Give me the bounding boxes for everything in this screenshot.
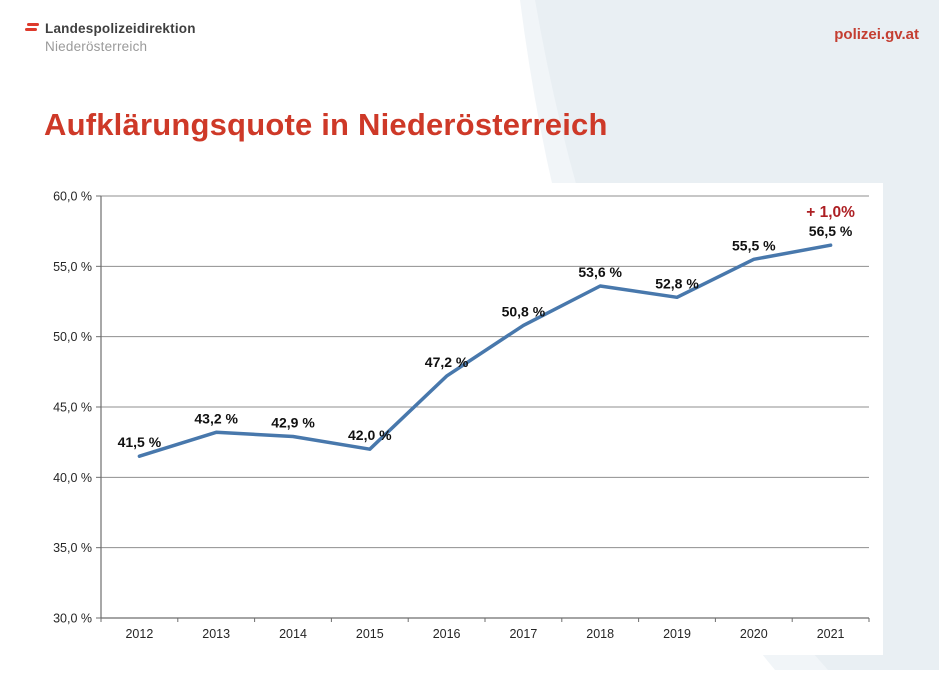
- y-tick-label: 45,0 %: [53, 401, 92, 415]
- x-tick-label: 2016: [433, 627, 461, 641]
- value-label: 47,2 %: [425, 354, 469, 370]
- line-chart: 30,0 % 35,0 % 40,0 % 45,0 % 50,0 % 55,0 % 60,0…: [45, 183, 885, 670]
- value-label: 56,5 %: [809, 223, 853, 239]
- x-tick-label: 2019: [663, 627, 691, 641]
- header: Landespolizeidirektion Niederösterreich …: [0, 0, 939, 60]
- value-label: 55,5 %: [732, 237, 776, 253]
- y-tick-label: 60,0 %: [53, 190, 92, 204]
- y-tick-label: 30,0 %: [53, 612, 92, 626]
- x-tick-label: 2014: [279, 627, 307, 641]
- annotation-label: + 1,0%: [806, 204, 855, 221]
- x-tick-label: 2012: [125, 627, 153, 641]
- x-tick-label: 2013: [202, 627, 230, 641]
- organization-name: Landespolizeidirektion Niederösterreich: [45, 20, 196, 56]
- page-title: Aufklärungsquote in Niederösterreich: [44, 107, 608, 142]
- y-tick-label: 55,0 %: [53, 260, 92, 274]
- y-tick-label: 35,0 %: [53, 541, 92, 555]
- logo-bar-top: [27, 23, 39, 26]
- value-label: 52,8 %: [655, 275, 699, 291]
- org-line1: Landespolizeidirektion: [45, 21, 196, 36]
- x-tick-label: 2020: [740, 627, 768, 641]
- value-label: 43,2 %: [194, 410, 238, 426]
- x-tick-label: 2015: [356, 627, 384, 641]
- value-label: 42,9 %: [271, 415, 315, 431]
- value-label: 53,6 %: [578, 264, 622, 280]
- org-line2: Niederösterreich: [45, 39, 148, 55]
- x-tick-label: 2018: [586, 627, 614, 641]
- value-label: 42,0 %: [348, 427, 392, 443]
- y-tick-label: 50,0 %: [53, 330, 92, 344]
- austria-red-bars-icon: [25, 23, 39, 31]
- y-tick-label: 40,0 %: [53, 471, 92, 485]
- logo-bar-bottom: [25, 28, 37, 31]
- data-line: [137, 243, 833, 458]
- value-label: 41,5 %: [118, 434, 162, 450]
- line-chart-svg: 30,0 % 35,0 % 40,0 % 45,0 % 50,0 % 55,0 % 60,0…: [53, 183, 883, 655]
- x-tick-label: 2021: [817, 627, 845, 641]
- website-link[interactable]: polizei.gv.at: [834, 26, 919, 43]
- x-tick-label: 2017: [509, 627, 537, 641]
- value-label: 50,8 %: [502, 303, 546, 319]
